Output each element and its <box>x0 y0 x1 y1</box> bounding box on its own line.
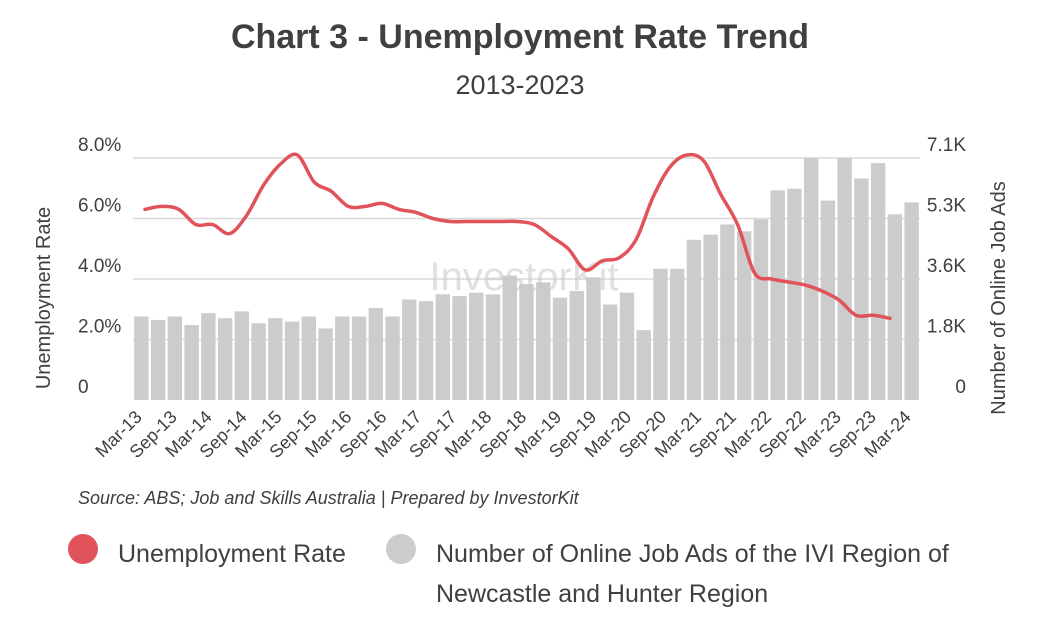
y-axis-right-label: Number of Online Job Ads <box>988 181 1010 414</box>
bar <box>870 163 886 400</box>
unemployment-line <box>143 152 892 321</box>
bar <box>653 268 668 400</box>
legend-swatch-unemployment <box>68 534 98 564</box>
bar <box>736 231 752 400</box>
bar <box>301 316 317 400</box>
legend-item-unemployment: Unemployment Rate <box>68 534 418 574</box>
watermark-text: InvestorKit <box>430 255 619 299</box>
y-right-tick-label: 0 <box>955 377 966 398</box>
y-left-tick-label: 4.0% <box>78 256 121 277</box>
bar <box>402 299 417 400</box>
x-axis-ticks: Mar-13Sep-13Mar-14Sep-14Mar-15Sep-15Mar-… <box>91 407 914 462</box>
bar <box>251 323 266 400</box>
bar <box>569 290 584 400</box>
y-left-tick-label: 2.0% <box>78 317 121 338</box>
legend-label-job-ads: Number of Online Job Ads of the IVI Regi… <box>436 540 949 608</box>
bar <box>268 318 283 400</box>
bar <box>469 292 484 400</box>
bar <box>887 214 903 400</box>
bar <box>670 268 685 400</box>
bar <box>770 190 785 400</box>
bar <box>720 224 735 400</box>
bar <box>284 321 300 400</box>
bar <box>485 294 501 400</box>
bar-series <box>134 158 919 400</box>
bar <box>803 158 819 400</box>
bar <box>318 328 333 400</box>
legend-item-job-ads: Number of Online Job Ads of the IVI Regi… <box>386 534 996 614</box>
bar <box>619 292 635 400</box>
bar <box>586 277 601 400</box>
y-axis-left-label: Unemployment Rate <box>33 207 55 389</box>
bar <box>787 188 802 400</box>
bar <box>519 284 534 400</box>
y-right-tick-label: 1.8K <box>927 317 966 338</box>
y-right-tick-label: 3.6K <box>927 256 966 277</box>
y-left-tick-label: 8.0% <box>78 135 121 156</box>
bar <box>452 296 467 400</box>
bar <box>703 234 718 400</box>
chart-title: Chart 3 - Unemployment Rate Trend <box>230 18 810 56</box>
bar <box>234 311 250 400</box>
bar <box>686 239 702 400</box>
bar <box>184 325 199 400</box>
y-axis-right-ticks: 0 1.8K 3.6K 5.3K 7.1K <box>927 135 966 398</box>
bar <box>536 282 551 400</box>
bar <box>167 316 183 400</box>
source-note: Source: ABS; Job and Skills Australia | … <box>78 488 579 508</box>
legend-label-unemployment: Unemployment Rate <box>118 540 346 568</box>
bar <box>904 202 919 400</box>
bar <box>552 297 568 400</box>
bar <box>837 158 852 400</box>
bar <box>502 275 517 400</box>
bar <box>385 316 400 400</box>
bar <box>636 330 651 400</box>
y-right-tick-label: 7.1K <box>927 135 966 156</box>
bar <box>134 316 149 400</box>
y-left-tick-label: 6.0% <box>78 196 121 217</box>
bar <box>351 316 367 400</box>
legend-swatch-job-ads <box>386 534 416 564</box>
y-right-tick-label: 5.3K <box>927 196 966 217</box>
bar <box>435 294 450 400</box>
bar <box>418 301 434 400</box>
bar <box>217 318 233 400</box>
bar <box>603 304 618 400</box>
bar <box>753 219 769 400</box>
bar <box>820 200 836 400</box>
bar <box>854 178 869 400</box>
y-left-tick-label: 0 <box>78 377 89 398</box>
y-axis-left-ticks: 0 2.0% 4.0% 6.0% 8.0% <box>78 135 121 398</box>
line-series <box>143 152 892 321</box>
bar <box>201 313 216 400</box>
bar <box>368 307 383 400</box>
bar <box>150 319 166 400</box>
bar <box>335 316 350 400</box>
chart-subtitle: 2013-2023 <box>455 70 585 100</box>
